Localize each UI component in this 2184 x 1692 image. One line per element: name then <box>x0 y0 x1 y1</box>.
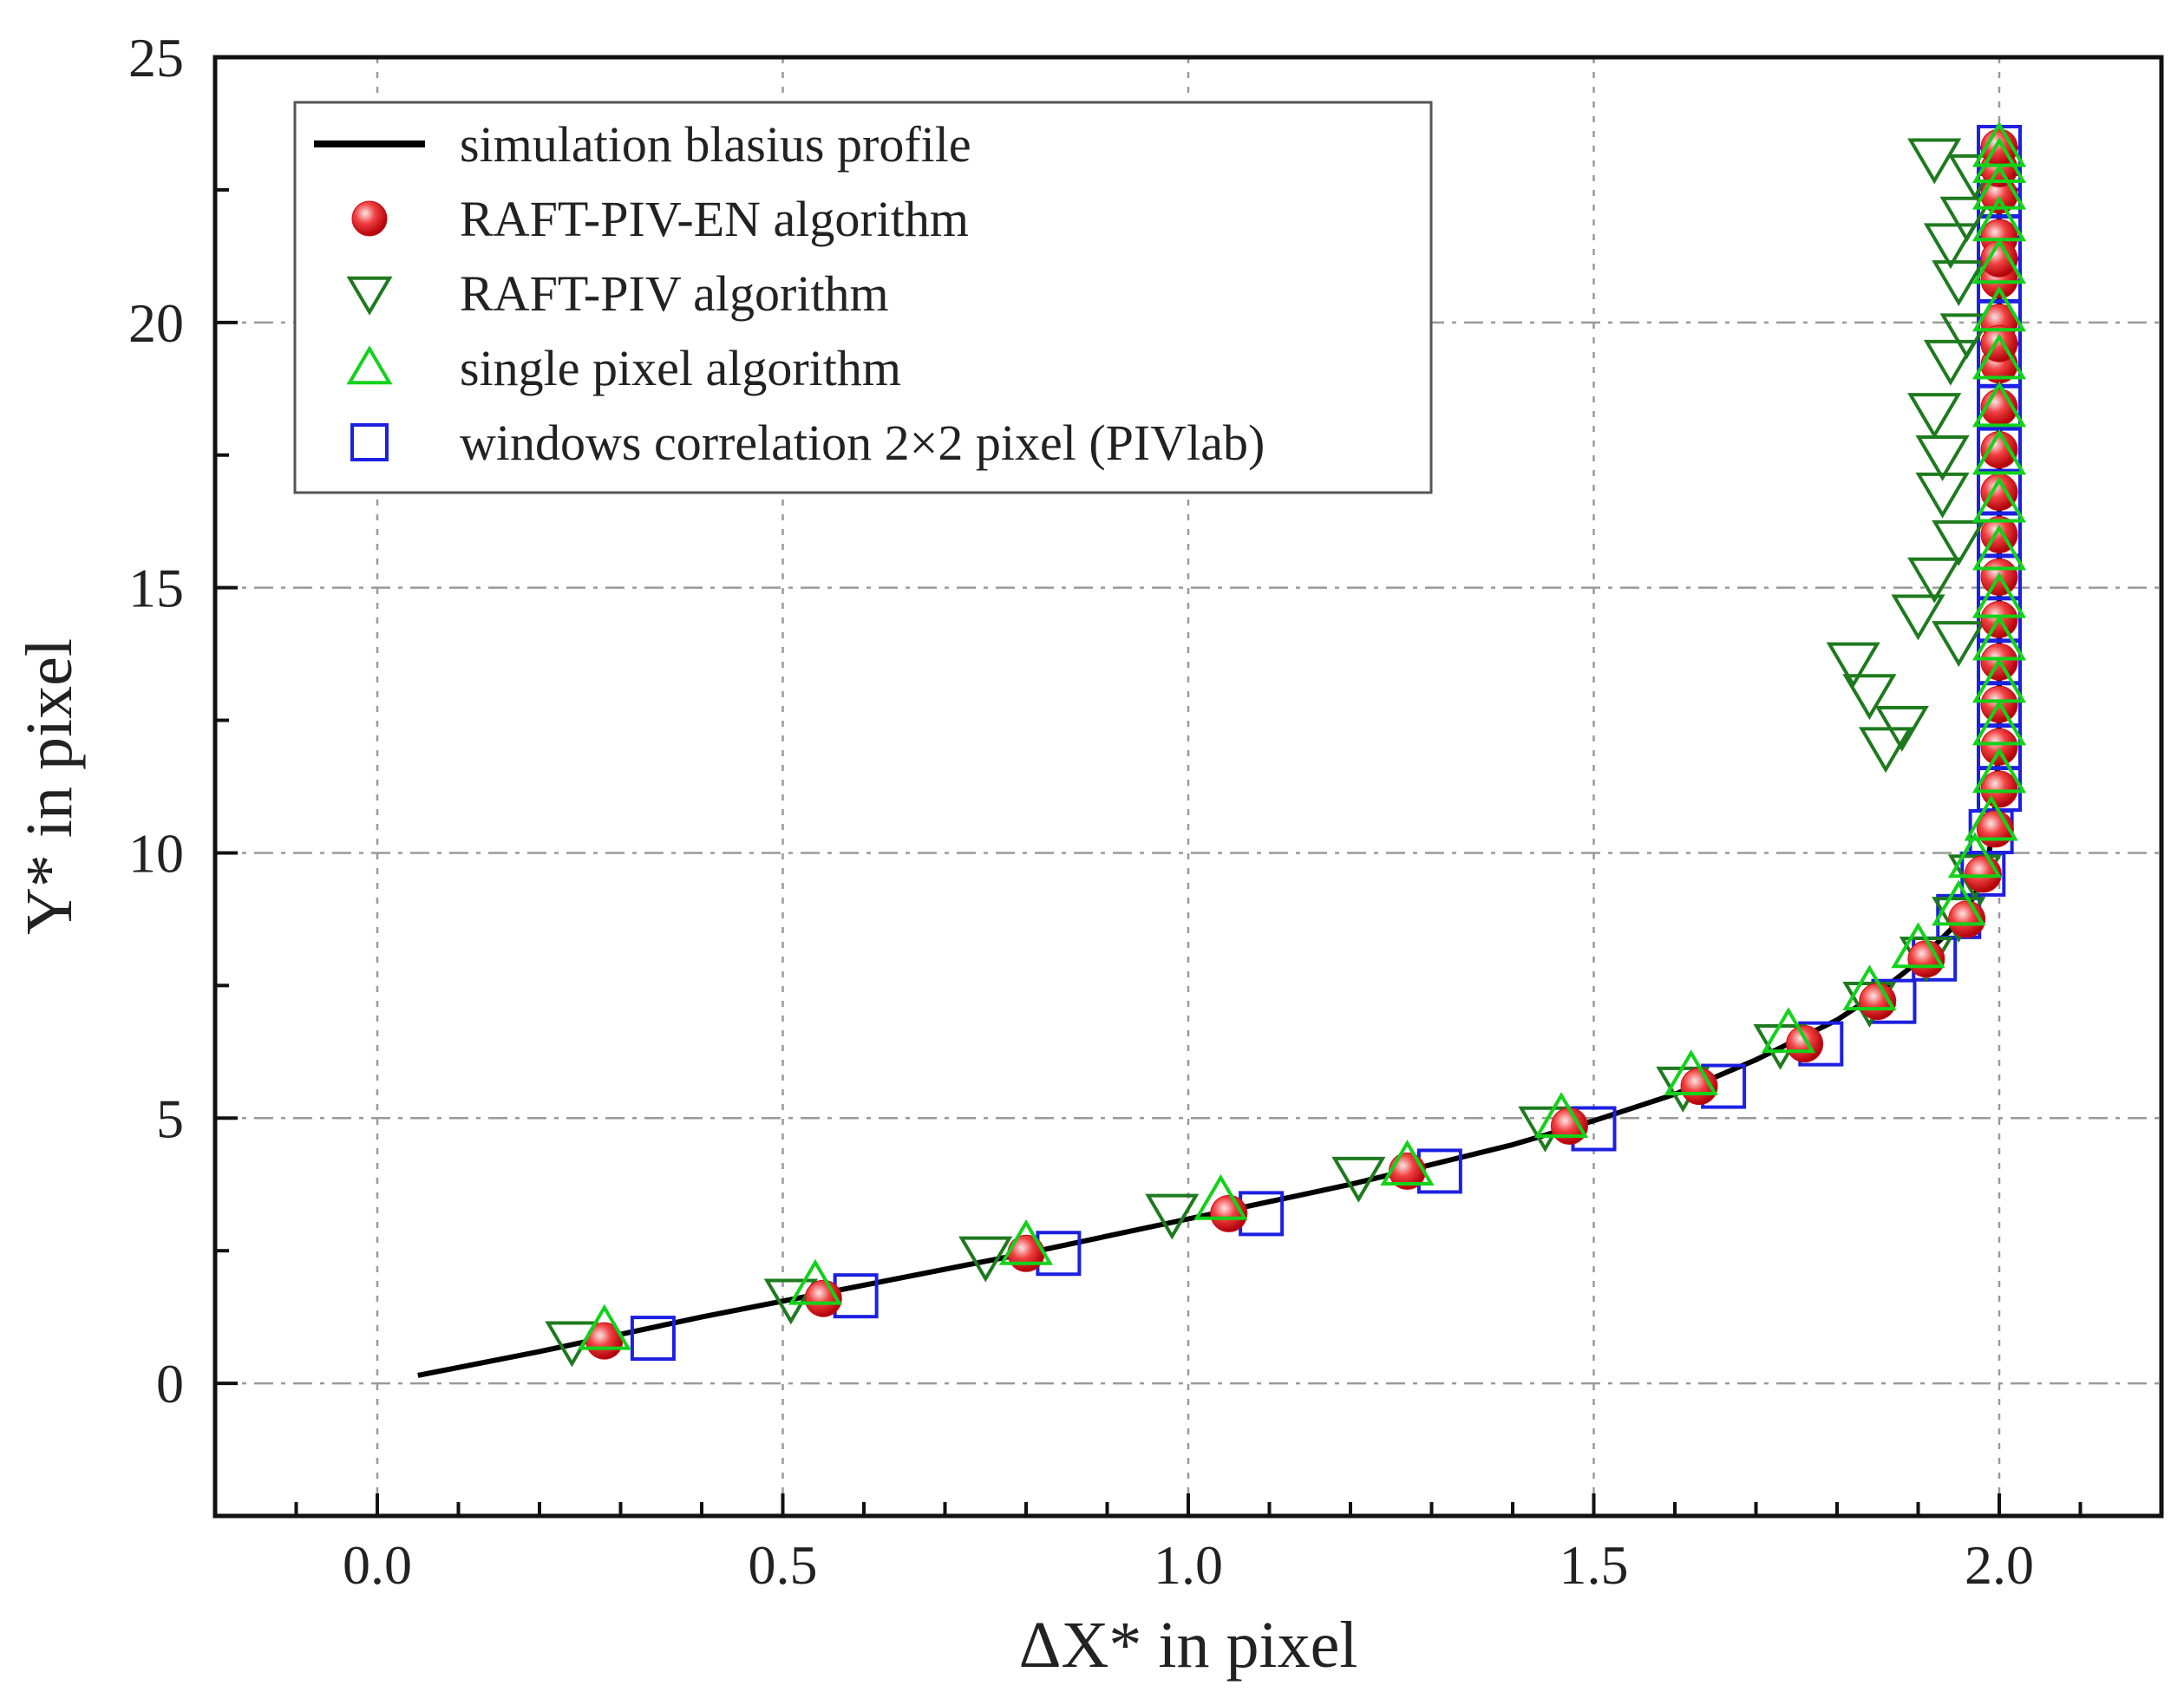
x-tick-label: 1.0 <box>1154 1534 1223 1596</box>
marker-triangle-up-5 <box>1534 1092 1589 1138</box>
y-tick-label: 15 <box>128 558 184 619</box>
marker-triangle-up-11 <box>1947 832 2003 879</box>
marker-triangle-up-0 <box>577 1303 631 1350</box>
marker-circle-13 <box>1980 770 2018 808</box>
marker-triangle-up-6 <box>1664 1049 1718 1096</box>
marker-triangle-up-8 <box>1842 964 1897 1011</box>
marker-triangle-up-25 <box>1971 195 2027 242</box>
marker-triangle-down-15 <box>1826 642 1880 689</box>
markers-layer <box>545 121 2027 1368</box>
y-axis-title: Y* in pixel <box>13 638 86 935</box>
marker-triangle-down-20 <box>1907 393 1962 439</box>
marker-triangle-down-21 <box>1923 339 1978 386</box>
y-tick-label: 10 <box>128 822 184 884</box>
marker-triangle-up-16 <box>1971 614 2027 661</box>
marker-triangle-down-14 <box>1842 674 1897 721</box>
marker-triangle-up-13 <box>1971 747 2027 794</box>
x-axis-title: ΔX* in pixel <box>1019 1609 1358 1682</box>
marker-triangle-down-22 <box>1939 313 1994 360</box>
y-tick-label: 0 <box>156 1353 184 1414</box>
legend-item: RAFT-PIV algorithm <box>346 265 889 322</box>
legend-item: simulation blasius profile <box>314 116 971 173</box>
legend-swatch-square <box>350 423 389 461</box>
marker-triangle-up-2 <box>998 1218 1054 1265</box>
marker-triangle-up-9 <box>1891 922 1945 969</box>
marker-triangle-down-16 <box>1891 594 1945 641</box>
marker-triangle-up-19 <box>1971 476 2027 523</box>
legend-label: simulation blasius profile <box>460 116 971 173</box>
x-tick-label: 2.0 <box>1965 1534 2034 1596</box>
marker-triangle-up-20 <box>1971 428 2027 475</box>
marker-triangle-down-2 <box>958 1236 1013 1283</box>
marker-circle-21 <box>1980 431 2018 469</box>
marker-circle-7 <box>1786 1025 1824 1063</box>
legend-swatch-triangle-down <box>346 276 393 316</box>
legend-box <box>293 101 1433 494</box>
marker-triangle-up-21 <box>1971 381 2027 428</box>
marker-triangle-up-15 <box>1971 657 2027 703</box>
marker-triangle-up-27 <box>1971 137 2027 184</box>
marker-triangle-down-27 <box>1907 138 1962 185</box>
marker-square-0 <box>630 1316 676 1362</box>
y-tick-label: 20 <box>128 292 184 354</box>
legend-label: single pixel algorithm <box>460 340 901 396</box>
legend-swatch-circle <box>351 200 388 237</box>
legend-item: windows correlation 2×2 pixel (PIVlab) <box>350 415 1265 471</box>
marker-triangle-up-14 <box>1971 699 2027 746</box>
marker-triangle-up-12 <box>1964 794 2018 841</box>
marker-triangle-down-17 <box>1907 557 1962 604</box>
marker-triangle-up-28 <box>1971 121 2027 167</box>
marker-triangle-down-25 <box>1939 196 1994 243</box>
marker-triangle-up-23 <box>1971 285 2027 332</box>
legend: simulation blasius profile RAFT-PIV-EN al… <box>293 101 1433 494</box>
legend-label: RAFT-PIV algorithm <box>460 265 889 322</box>
marker-circle-5 <box>1550 1107 1588 1145</box>
marker-triangle-up-17 <box>1971 572 2027 618</box>
marker-triangle-down-4 <box>1331 1156 1386 1203</box>
legend-label: RAFT-PIV-EN algorithm <box>460 191 969 247</box>
marker-triangle-up-18 <box>1971 524 2027 571</box>
x-tick-label: 1.5 <box>1560 1534 1629 1596</box>
marker-triangle-up-1 <box>788 1258 842 1305</box>
marker-circle-31 <box>1980 239 2018 278</box>
marker-circle-14 <box>1980 728 2018 766</box>
marker-triangle-down-23 <box>1932 260 1986 307</box>
marker-triangle-down-12 <box>1859 727 1913 774</box>
marker-triangle-up-7 <box>1761 1007 1815 1054</box>
legend-item: single pixel algorithm <box>346 340 901 396</box>
marker-triangle-down-24 <box>1923 223 1978 270</box>
marker-triangle-down-1 <box>763 1278 818 1325</box>
ticks-layer: 0.0 0.5 1.0 1.5 2.0 0 5 10 15 20 25 <box>128 27 2083 1596</box>
legend-item: RAFT-PIV-EN algorithm <box>351 191 969 247</box>
marker-circle-2 <box>1007 1234 1045 1272</box>
marker-triangle-up-26 <box>1971 163 2027 210</box>
marker-triangle-down-29 <box>1932 621 1986 667</box>
legend-swatch-triangle-up <box>346 345 393 385</box>
marker-triangle-down-19 <box>1915 472 1970 519</box>
marker-triangle-up-22 <box>1971 333 2027 380</box>
marker-triangle-up-3 <box>1193 1173 1248 1220</box>
marker-triangle-down-18 <box>1932 519 1986 566</box>
y-tick-label: 25 <box>128 27 184 88</box>
x-tick-label: 0.0 <box>343 1534 412 1596</box>
y-tick-label: 5 <box>156 1088 184 1149</box>
marker-triangle-down-13 <box>1874 705 1929 752</box>
marker-triangle-down-28 <box>1915 435 1970 481</box>
marker-triangle-up-4 <box>1380 1140 1435 1186</box>
marker-triangle-up-10 <box>1932 879 1986 926</box>
marker-triangle-down-3 <box>1145 1193 1200 1240</box>
x-tick-label: 0.5 <box>749 1534 818 1596</box>
marker-triangle-up-24 <box>1971 238 2027 284</box>
legend-label: windows correlation 2×2 pixel (PIVlab) <box>460 415 1265 471</box>
